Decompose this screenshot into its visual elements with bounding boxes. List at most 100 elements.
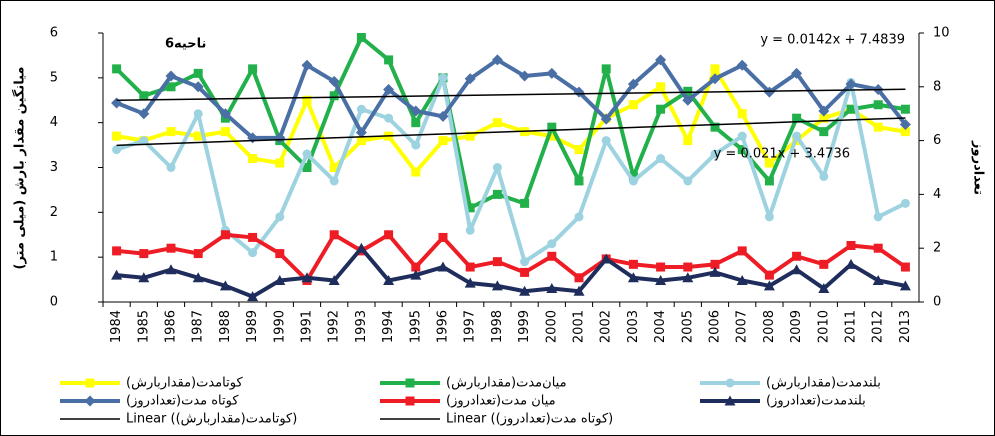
legend-marker <box>84 395 96 407</box>
data-point <box>520 198 530 208</box>
data-point <box>519 70 531 82</box>
data-point <box>384 113 394 123</box>
data-point <box>492 257 502 267</box>
y-tick-label: 0 <box>50 295 58 310</box>
data-point <box>873 100 883 110</box>
data-point <box>329 230 339 240</box>
data-point <box>873 122 883 132</box>
data-point <box>464 73 476 85</box>
y-axis-title: میانگین مقدار بارش (میلی متر) <box>12 67 28 270</box>
data-point <box>520 257 530 267</box>
data-point <box>763 86 775 98</box>
data-point <box>302 149 312 159</box>
y-tick-label: 5 <box>50 70 58 85</box>
data-point <box>628 176 638 186</box>
data-point <box>846 104 856 114</box>
data-point <box>709 73 721 85</box>
data-point <box>683 136 693 146</box>
data-point <box>410 269 422 280</box>
data-point <box>139 136 149 146</box>
data-point <box>601 136 611 146</box>
data-point <box>356 136 366 146</box>
data-point <box>601 64 611 74</box>
y2-tick-label: 6 <box>933 133 941 148</box>
data-point <box>356 104 366 114</box>
x-tick-label: 2003 <box>626 310 641 343</box>
data-point <box>465 225 475 235</box>
data-point <box>900 198 910 208</box>
legend-marker <box>85 378 95 388</box>
legend-label: Linear (کوتامدت(مقداربارش)) <box>126 412 297 427</box>
data-point <box>547 122 557 132</box>
data-point <box>138 272 150 283</box>
data-point <box>166 163 176 172</box>
data-point <box>546 67 558 79</box>
data-point <box>139 91 149 101</box>
data-point <box>112 131 122 141</box>
x-tick-label: 2012 <box>871 310 886 343</box>
x-tick-label: 2004 <box>653 310 668 343</box>
x-tick-label: 1993 <box>354 310 369 343</box>
data-point <box>656 154 666 164</box>
y-tick-label: 1 <box>50 250 58 265</box>
data-point <box>384 230 394 240</box>
data-point <box>438 232 448 242</box>
x-tick-label: 1991 <box>300 310 315 343</box>
x-tick-label: 2007 <box>735 310 750 343</box>
data-point <box>819 259 829 269</box>
data-point <box>764 270 774 280</box>
data-point <box>873 212 883 222</box>
data-point <box>220 127 230 137</box>
y2-tick-label: 0 <box>933 295 941 310</box>
data-point <box>737 131 747 141</box>
data-point <box>628 100 638 110</box>
data-point <box>166 127 176 137</box>
data-point <box>600 113 612 125</box>
data-point <box>519 285 531 296</box>
data-point <box>138 108 150 120</box>
series-line <box>115 35 906 210</box>
data-point <box>165 70 177 82</box>
data-point <box>356 32 366 42</box>
data-point <box>655 274 667 285</box>
y-tick-label: 4 <box>50 115 58 130</box>
x-tick-label: 2006 <box>708 310 723 343</box>
data-point <box>192 81 204 93</box>
data-point <box>220 230 230 240</box>
data-point <box>573 285 585 296</box>
data-point <box>764 158 774 168</box>
data-point <box>248 64 258 74</box>
data-point <box>411 140 421 150</box>
data-point <box>329 176 339 186</box>
data-point <box>682 94 694 106</box>
data-point <box>165 264 177 275</box>
data-point <box>219 108 231 120</box>
legend-label: بلندمدت(مقداربارش) <box>766 376 881 391</box>
trend-equation: y = 0.021x + 3.4736 <box>714 147 850 162</box>
data-point <box>437 110 449 122</box>
series-line <box>115 75 907 264</box>
legend-label: بلندمدت(تعدادروز) <box>766 394 866 409</box>
data-point <box>764 176 774 186</box>
data-point <box>384 55 394 65</box>
data-point <box>872 274 884 285</box>
legend-label: Linear (کوتاه مدت(تعدادروز)) <box>446 412 613 427</box>
data-point <box>627 78 639 90</box>
x-tick-label: 2002 <box>599 310 614 343</box>
data-point <box>219 280 231 291</box>
data-point <box>546 283 558 294</box>
data-point <box>383 83 395 95</box>
data-point <box>656 262 666 272</box>
data-point <box>600 253 612 264</box>
data-point <box>464 277 476 288</box>
data-point <box>247 291 259 302</box>
data-point <box>655 54 667 66</box>
data-point <box>819 127 829 137</box>
data-point <box>627 272 639 283</box>
trendline <box>116 117 906 147</box>
x-tick-label: 2009 <box>789 310 804 343</box>
data-point <box>683 262 693 272</box>
y2-tick-label: 10 <box>933 26 950 41</box>
x-tick-label: 1990 <box>272 310 287 343</box>
